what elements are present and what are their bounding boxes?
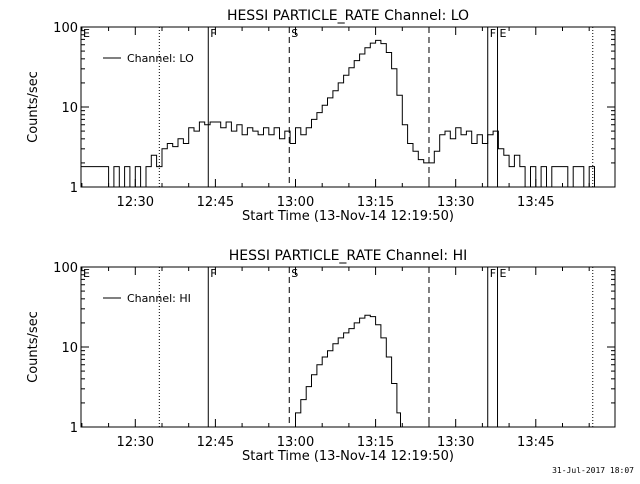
legend-label: Channel: LO	[127, 52, 194, 65]
event-marker-label: F	[490, 27, 496, 40]
event-marker-label: E	[500, 27, 507, 40]
y-tick-label: 1	[70, 181, 78, 196]
series-line-channelhi	[290, 314, 401, 428]
event-marker-label: E	[83, 27, 90, 40]
event-marker-label: F	[490, 267, 496, 280]
event-marker-label: E	[500, 267, 507, 280]
y-tick-label: 100	[53, 21, 78, 36]
x-tick-label: 12:45	[197, 195, 234, 210]
x-tick-label: 13:00	[277, 435, 314, 450]
y-axis-label: Counts/sec	[26, 71, 41, 143]
x-axis-label: Start Time (13-Nov-14 12:19:50)	[242, 449, 454, 464]
y-tick-label: 1	[70, 421, 78, 436]
chart-title: HESSI PARTICLE_RATE Channel: LO	[227, 8, 469, 24]
y-tick-label: 10	[61, 101, 78, 116]
x-tick-label: 12:30	[117, 435, 154, 450]
event-marker-label: S	[291, 27, 298, 40]
plot-frame	[80, 26, 616, 188]
event-marker-label: F	[210, 27, 216, 40]
x-tick-label: 13:15	[357, 195, 394, 210]
x-tick-label: 13:45	[517, 435, 554, 450]
generation-timestamp: 31-Jul-2017 18:07	[552, 466, 634, 475]
y-tick-label: 100	[53, 261, 78, 276]
x-tick-label: 12:45	[197, 435, 234, 450]
chart-panel-1: HESSI PARTICLE_RATE Channel: LO 1 10 100 Cou…	[26, 8, 616, 224]
plot-frame	[80, 266, 616, 428]
y-axis-label: Counts/sec	[26, 311, 41, 383]
event-marker-label: E	[83, 267, 90, 280]
legend-label: Channel: HI	[127, 292, 191, 305]
x-tick-label: 13:00	[277, 195, 314, 210]
event-marker-label: S	[291, 267, 298, 280]
chart-title: HESSI PARTICLE_RATE Channel: HI	[229, 248, 467, 264]
event-marker-label: F	[210, 267, 216, 280]
y-tick-label: 10	[61, 341, 78, 356]
series-line-channello	[81, 39, 595, 188]
x-axis-label: Start Time (13-Nov-14 12:19:50)	[242, 209, 454, 224]
x-tick-label: 13:30	[437, 435, 474, 450]
x-tick-label: 13:15	[357, 435, 394, 450]
x-tick-label: 13:30	[437, 195, 474, 210]
x-tick-label: 12:30	[117, 195, 154, 210]
x-tick-label: 13:45	[517, 195, 554, 210]
chart-panel-2: HESSI PARTICLE_RATE Channel: HI 1 10 100 Cou…	[26, 248, 616, 464]
